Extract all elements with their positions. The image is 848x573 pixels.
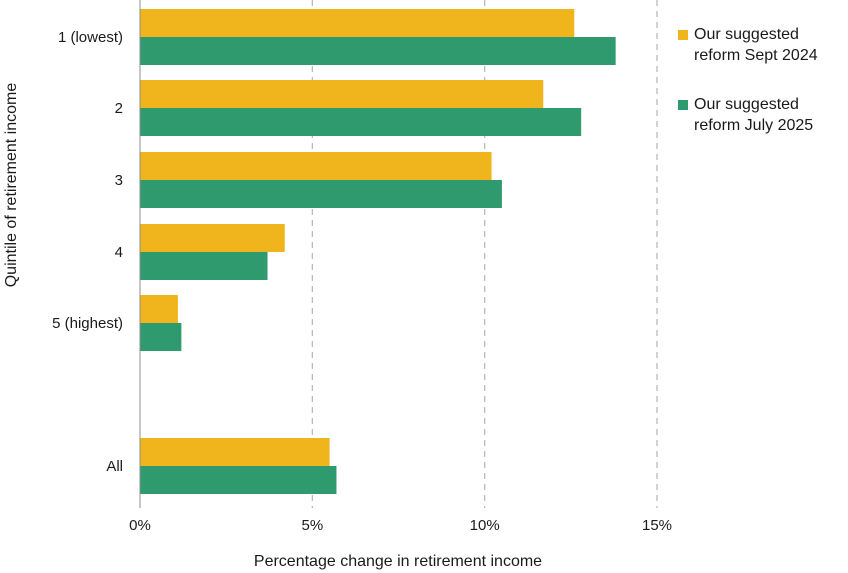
legend-label-sept-2024: Our suggested reform Sept 2024 bbox=[694, 26, 818, 64]
x-tick-labels: 0% 5% 10% 15% bbox=[129, 517, 672, 534]
bar-july-2025-0 bbox=[140, 37, 616, 65]
category-label-5: All bbox=[106, 458, 123, 475]
x-tick-label-0: 0% bbox=[129, 517, 151, 534]
bar-july-2025-1 bbox=[140, 108, 582, 136]
category-label-3: 4 bbox=[115, 244, 123, 261]
category-labels: 1 (lowest) 2 3 4 5 (highest) All bbox=[52, 29, 123, 475]
bar-sept-2024-0 bbox=[140, 9, 575, 37]
gridlines bbox=[311, 0, 658, 508]
x-tick-label-3: 15% bbox=[642, 517, 672, 534]
legend: Our suggested reform Sept 2024 Our sugge… bbox=[678, 24, 848, 164]
category-label-2: 3 bbox=[115, 172, 123, 189]
bar-sept-2024-1 bbox=[140, 80, 544, 108]
bar-sept-2024-2 bbox=[140, 152, 492, 180]
category-label-4: 5 (highest) bbox=[52, 315, 123, 332]
x-axis-title: Percentage change in retirement income bbox=[254, 553, 542, 570]
y-axis-title: Quintile of retirement income bbox=[3, 83, 20, 288]
x-tick-label-2: 10% bbox=[470, 517, 500, 534]
bar-july-2025-4 bbox=[140, 323, 182, 351]
bar-sept-2024-5 bbox=[140, 438, 330, 466]
bar-july-2025-3 bbox=[140, 252, 268, 280]
legend-label-july-2025: Our suggested reform July 2025 bbox=[694, 96, 814, 134]
bar-sept-2024-4 bbox=[140, 295, 178, 323]
legend-item-sept-2024: Our suggested reform Sept 2024 bbox=[678, 24, 848, 66]
category-label-1: 2 bbox=[115, 100, 123, 117]
legend-item-july-2025: Our suggested reform July 2025 bbox=[678, 94, 848, 136]
bars bbox=[140, 9, 616, 494]
legend-swatch-sept-2024 bbox=[678, 30, 688, 40]
bar-sept-2024-3 bbox=[140, 224, 285, 252]
category-label-0: 1 (lowest) bbox=[58, 29, 123, 46]
x-tick-label-1: 5% bbox=[301, 517, 323, 534]
legend-swatch-july-2025 bbox=[678, 100, 688, 110]
bar-july-2025-2 bbox=[140, 180, 502, 208]
bar-july-2025-5 bbox=[140, 466, 337, 494]
